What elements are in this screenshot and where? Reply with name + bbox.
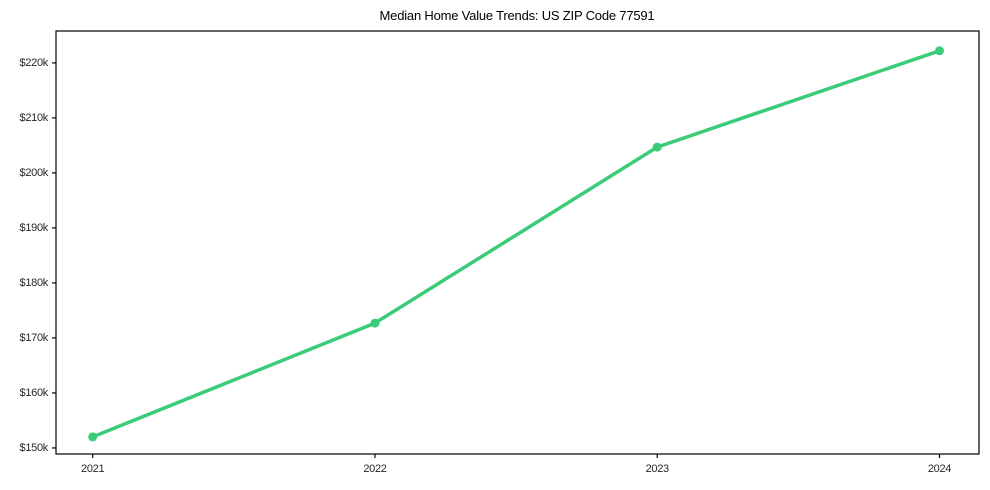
y-tick-label: $190k xyxy=(20,222,49,234)
x-tick-label: 2023 xyxy=(646,463,669,475)
chart-title: Median Home Value Trends: US ZIP Code 77… xyxy=(380,8,655,23)
y-tick-label: $150k xyxy=(20,442,49,454)
y-tick-label: $180k xyxy=(20,277,49,289)
y-tick-label: $170k xyxy=(20,332,49,344)
y-tick-label: $210k xyxy=(20,112,49,124)
x-tick-label: 2021 xyxy=(81,463,104,475)
x-tick-label: 2022 xyxy=(363,463,386,475)
data-point-marker xyxy=(370,318,380,328)
data-point-marker xyxy=(935,46,944,56)
y-tick-label: $200k xyxy=(20,167,49,179)
data-point-marker xyxy=(652,142,662,152)
series-line xyxy=(90,49,942,439)
y-tick-label: $160k xyxy=(20,387,49,399)
y-tick-label: $220k xyxy=(20,57,49,69)
plot-frame xyxy=(55,30,980,455)
x-tick-label: 2024 xyxy=(928,463,951,475)
data-point-marker xyxy=(88,432,98,442)
plot-area: $150k $160k $170k $180k $190k $200k $210k $220k… xyxy=(20,30,980,475)
